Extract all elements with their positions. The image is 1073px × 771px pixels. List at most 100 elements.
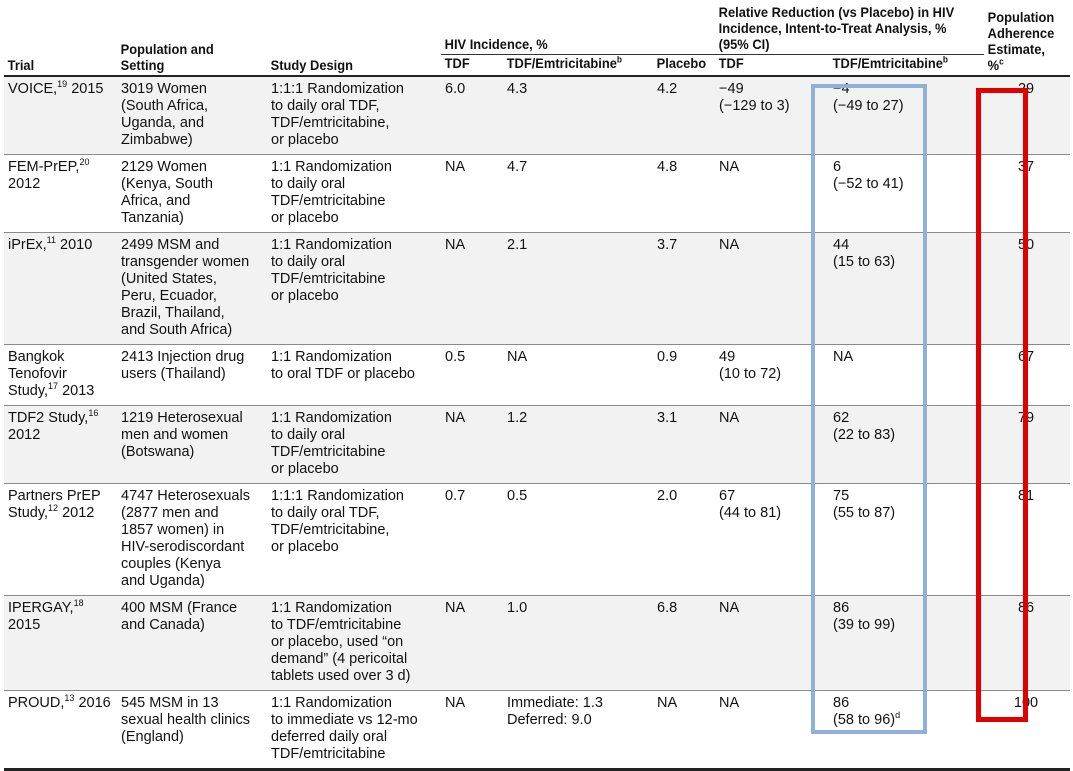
cell-line: 2499 MSM and xyxy=(121,237,220,253)
cell-line: (United States, xyxy=(121,271,217,287)
header-inc-tdf: TDF xyxy=(441,54,499,76)
cell-line: to daily oral xyxy=(271,176,346,192)
cell-line: (39 to 99) xyxy=(833,617,978,634)
incidence-placebo: 4.8 xyxy=(653,154,716,233)
cell-line: (England) xyxy=(121,729,184,745)
population-cell: 2413 Injection drug users (Thailand) xyxy=(117,344,267,406)
header-red-tdf-emtricitabine: TDF/Emtricitabineb xyxy=(829,54,972,76)
cell-line: to oral TDF or placebo xyxy=(271,366,415,382)
cell-line: 86 xyxy=(833,695,978,712)
cell-text: NA xyxy=(833,349,854,365)
table-row: iPrEx,11 2010 2499 MSM and transgender wom… xyxy=(4,232,1071,345)
population-cell: 2129 Women (Kenya, South Africa, and Tanzan… xyxy=(117,154,267,233)
population-cell: 4747 Heterosexuals (2877 men and 1857 wome… xyxy=(117,483,267,596)
footnote-superscript: d xyxy=(895,710,901,721)
cell-line: 2129 Women xyxy=(121,159,207,175)
cell-line: Peru, Ecuador, xyxy=(121,288,217,304)
cell-line: 1:1 Randomization xyxy=(271,410,392,426)
incidence-tdf-emtricitabine: NA xyxy=(503,344,653,406)
reduction-tdf: 67 (44 to 81) xyxy=(715,483,830,596)
prep-trials-table: Trial Population and Setting Study Desig… xyxy=(4,4,1071,771)
cell-line: 62 xyxy=(833,410,978,427)
cell-text: (55 to 87) xyxy=(833,505,896,521)
cell-line: transgender women xyxy=(121,254,250,270)
adherence-estimate: 86 xyxy=(984,595,1071,691)
cell-line: −49 xyxy=(719,81,744,97)
trial-label: VOICE, xyxy=(8,81,58,97)
reference-superscript: 20 xyxy=(79,157,90,168)
incidence-placebo: 2.0 xyxy=(653,483,716,596)
cell-line: TDF/emtricitabine xyxy=(271,271,386,287)
incidence-placebo: 6.8 xyxy=(653,595,716,691)
cell-line: (22 to 83) xyxy=(833,427,978,444)
cell-text: (−49 to 27) xyxy=(833,98,904,114)
table-row: Bangkok Tenofovir Study,17 2013 2413 Inje… xyxy=(4,344,1071,406)
cell-line: TDF/emtricitabine, xyxy=(271,522,390,538)
cell-line: −4 xyxy=(833,81,978,98)
cell-line: (10 to 72) xyxy=(719,366,782,382)
reference-superscript: 17 xyxy=(48,381,59,392)
incidence-tdf: NA xyxy=(441,405,503,484)
cell-line: (Kenya, South xyxy=(121,176,213,192)
cell-text: (−52 to 41) xyxy=(833,176,904,192)
cell-line: users (Thailand) xyxy=(121,366,226,382)
incidence-placebo: 4.2 xyxy=(653,76,716,155)
cell-line: deferred daily oral xyxy=(271,729,388,745)
cell-line: men and women xyxy=(121,427,229,443)
reduction-tdf: −49 (−129 to 3) xyxy=(715,76,830,155)
population-cell: 3019 Women (South Africa, Uganda, and Zimba… xyxy=(117,76,267,155)
cell-text: (58 to 96) xyxy=(833,712,896,728)
cell-line: 1:1 Randomization xyxy=(271,600,392,616)
trial-year: 2015 xyxy=(8,617,41,633)
trial-label: IPERGAY, xyxy=(8,600,74,616)
cell-line: 1:1 Randomization xyxy=(271,695,392,711)
cell-line: HIV-serodiscordant xyxy=(121,539,245,555)
reduction-tdf-emtricitabine: 75 (55 to 87) xyxy=(829,483,985,596)
cell-line: 86 xyxy=(833,600,978,617)
incidence-tdf-emtricitabine: 1.2 xyxy=(503,405,653,484)
cell-line: to daily oral xyxy=(271,427,346,443)
cell-line: to TDF/emtricitabine xyxy=(271,617,402,633)
incidence-tdf: NA xyxy=(441,595,503,691)
study-design-cell: 1:1 Randomization to TDF/emtricitabine or … xyxy=(267,595,441,691)
header-design: Study Design xyxy=(270,57,353,73)
cell-line: 75 xyxy=(833,488,978,505)
cell-line: (Botswana) xyxy=(121,444,195,460)
cell-line: Uganda, and xyxy=(121,115,205,131)
cell-text: (15 to 63) xyxy=(833,254,896,270)
trial-label: Partners PrEP Study, xyxy=(8,488,101,521)
table-row: FEM-PrEP,20 2012 2129 Women (Kenya, South A… xyxy=(4,154,1071,233)
trial-name: Bangkok Tenofovir Study,17 2013 xyxy=(4,344,117,406)
header-inc-tdf-emtricitabine: TDF/Emtricitabineb xyxy=(503,54,641,76)
cell-line: Tanzania) xyxy=(121,210,184,226)
cell-line: NA xyxy=(719,237,740,253)
table-row: VOICE,19 2015 3019 Women (South Africa, Uga… xyxy=(4,76,1071,155)
cell-line: (15 to 63) xyxy=(833,254,978,271)
cell-text: 6 xyxy=(833,159,842,175)
incidence-tdf-emtricitabine: 0.5 xyxy=(503,483,653,596)
cell-line: NA xyxy=(719,159,740,175)
cell-line: or placebo xyxy=(271,288,339,304)
header-inc-placebo: Placebo xyxy=(653,54,711,76)
incidence-placebo: 3.1 xyxy=(653,405,716,484)
trial-name: Partners PrEP Study,12 2012 xyxy=(4,483,117,596)
cell-line: 1:1 Randomization xyxy=(271,159,392,175)
reference-superscript: 12 xyxy=(48,503,59,514)
cell-text: 86 xyxy=(833,695,850,711)
cell-line: and Canada) xyxy=(121,617,205,633)
cell-line: (−52 to 41) xyxy=(833,176,978,193)
cell-line: TDF/emtricitabine, xyxy=(271,115,390,131)
cell-line: sexual health clinics xyxy=(121,712,250,728)
cell-line: or placebo xyxy=(271,210,339,226)
table-row: PROUD,13 2016 545 MSM in 13 sexual health … xyxy=(4,690,1071,771)
cell-line: or placebo xyxy=(271,461,339,477)
cell-line: (58 to 96)d xyxy=(833,710,978,729)
cell-line: to daily oral TDF, xyxy=(271,505,380,521)
incidence-tdf-emtricitabine: Immediate: 1.3 Deferred: 9.0 xyxy=(503,690,653,771)
trial-name: PROUD,13 2016 xyxy=(4,690,117,771)
cell-line: 67 xyxy=(719,488,736,504)
reduction-tdf-emtricitabine: 86 (39 to 99) xyxy=(829,595,985,691)
adherence-estimate: 37 xyxy=(984,154,1071,233)
cell-text: −4 xyxy=(833,81,850,97)
adherence-estimate: 100 xyxy=(984,690,1071,771)
